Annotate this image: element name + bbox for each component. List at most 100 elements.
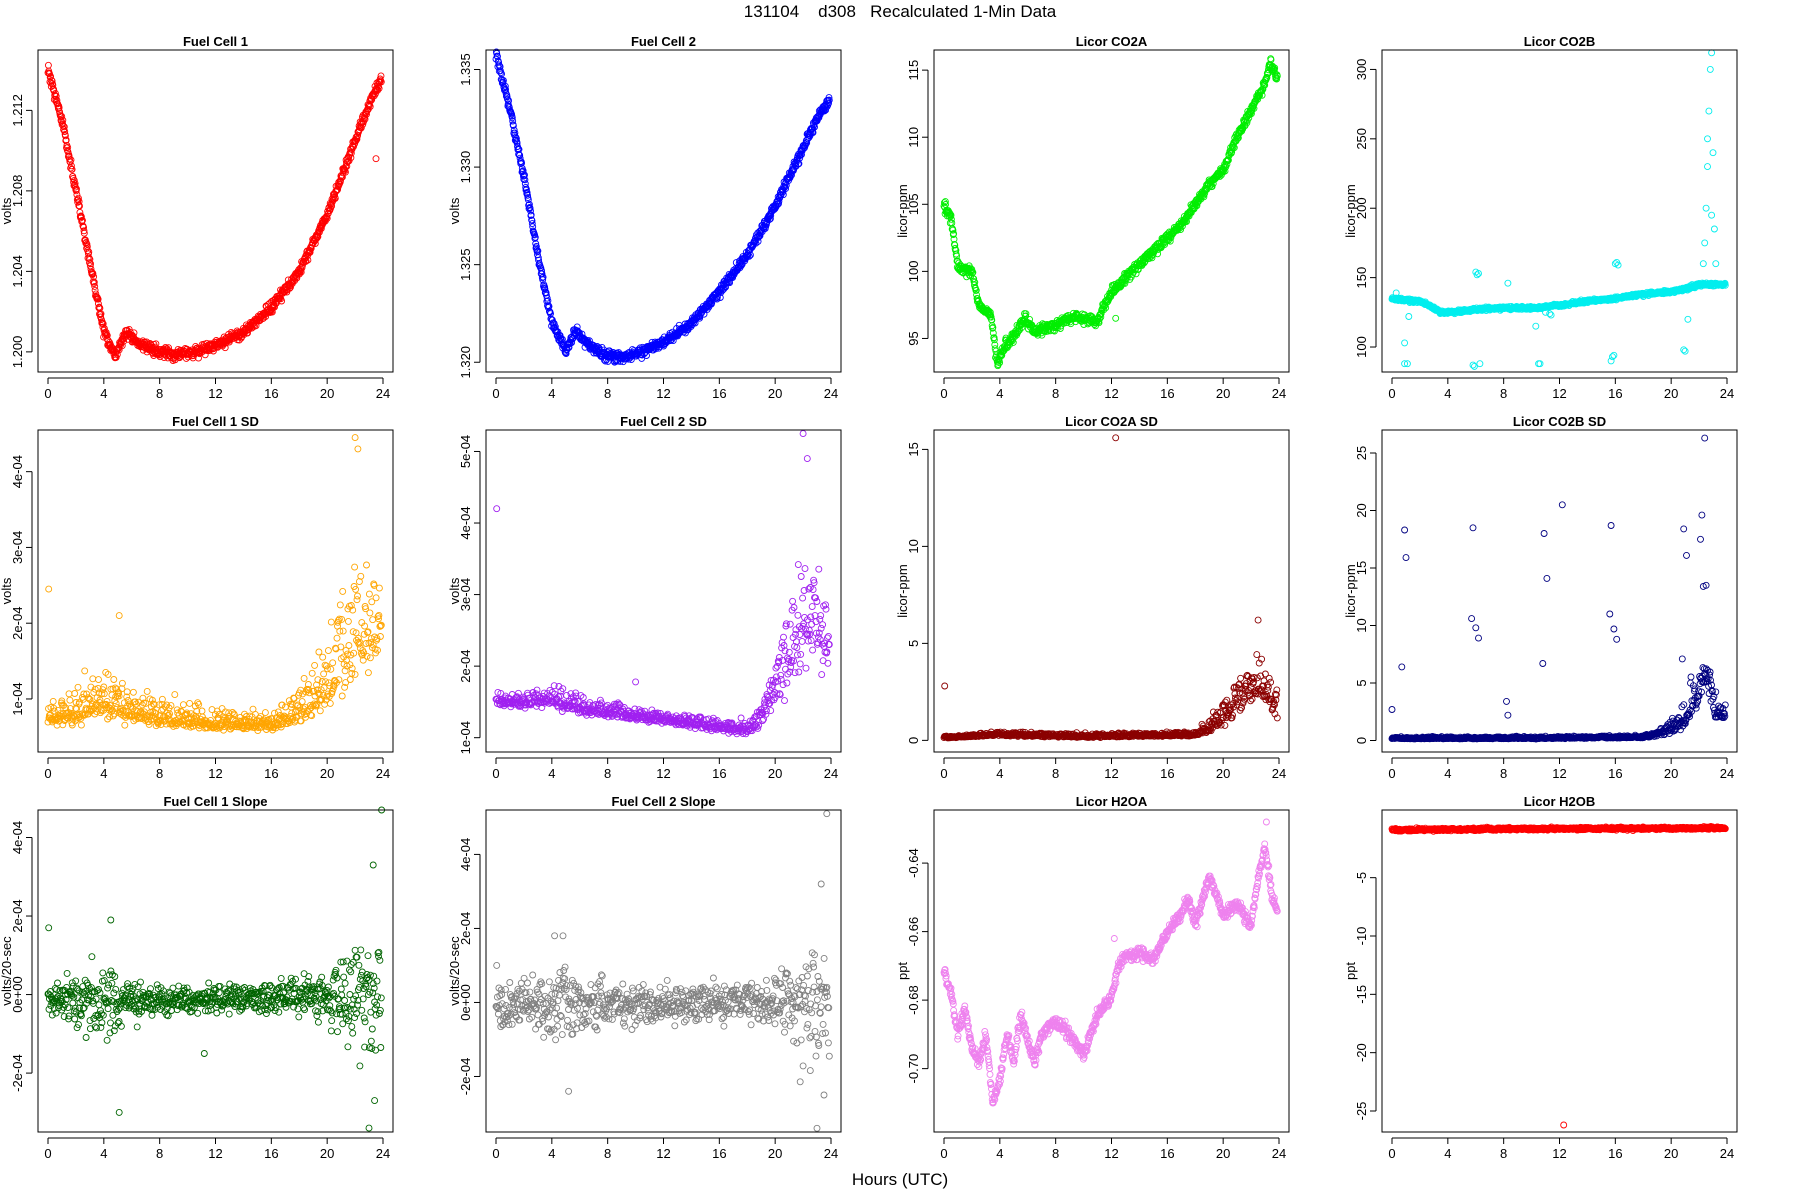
fuel-cell-1-frame — [37, 49, 394, 373]
licor-co2a-x-tick-label: 16 — [1160, 386, 1174, 401]
fuel-cell-1-point — [99, 320, 107, 328]
fuel-cell-1-point — [361, 115, 369, 123]
fuel-cell-1-sd-point — [333, 634, 341, 642]
fuel-cell-1-point — [74, 198, 82, 206]
licor-co2b-points — [1388, 49, 1729, 370]
fuel-cell-2-y-tick-label: 1.320 — [458, 346, 473, 379]
fuel-cell-2-x-tick-label: 0 — [492, 386, 499, 401]
fuel-cell-1-point — [87, 260, 95, 268]
fuel-cell-2-point — [519, 167, 527, 175]
licor-co2b-outlier-point — [1547, 311, 1555, 319]
fuel-cell-1-point — [331, 194, 339, 202]
fuel-cell-1-sd-point — [308, 669, 316, 677]
fuel-cell-2-point — [503, 93, 511, 101]
fuel-cell-2-x-tick-label: 20 — [768, 386, 782, 401]
fuel-cell-1-x-tick-label: 8 — [156, 386, 163, 401]
fuel-cell-1-sd-point — [366, 609, 374, 617]
fuel-cell-1-point — [306, 248, 314, 256]
fuel-cell-1-point — [61, 132, 69, 140]
licor-co2b-title: Licor CO2B — [1524, 34, 1596, 49]
fuel-cell-1-point — [74, 194, 82, 202]
fuel-cell-1-sd-point — [110, 676, 118, 683]
licor-co2a-y-tick-label: 100 — [906, 261, 921, 283]
licor-co2a-x-tick-label: 20 — [1216, 386, 1230, 401]
licor-co2b-outlier-point — [1535, 360, 1543, 368]
licor-co2a-y-tick-label: 105 — [906, 193, 921, 215]
fuel-cell-1-sd-point — [316, 707, 324, 715]
fuel-cell-1-sd-point — [121, 721, 129, 729]
licor-co2a-y-tick-label: 95 — [906, 331, 921, 345]
licor-co2b-x-tick-label: 24 — [1720, 386, 1734, 401]
fuel-cell-1-point — [221, 344, 229, 352]
fuel-cell-1-point — [69, 175, 77, 182]
fuel-cell-1-point — [61, 128, 69, 135]
fuel-cell-1-sd-point — [327, 618, 335, 626]
fuel-cell-1-sd-point — [129, 688, 137, 696]
fuel-cell-1-sd-point — [66, 696, 74, 704]
fuel-cell-1-sd-point — [372, 594, 380, 602]
fuel-cell-1-sd-x-tick-label: 24 — [376, 766, 390, 781]
fuel-cell-2-x-tick-label: 24 — [824, 386, 838, 401]
fuel-cell-1-sd-point — [261, 709, 269, 717]
licor-co2b-outlier-point — [1401, 339, 1409, 347]
fuel-cell-2-point — [509, 122, 517, 130]
fuel-cell-1-point — [80, 227, 88, 235]
fuel-cell-1-point — [71, 183, 79, 191]
fuel-cell-1-sd-ylabel: volts — [0, 577, 14, 604]
fuel-cell-1-sd-point — [65, 690, 73, 698]
fuel-cell-1-sd-point — [179, 701, 187, 709]
licor-co2b-outlier-point — [1607, 357, 1615, 365]
fuel-cell-2-x-tick-label: 12 — [656, 386, 670, 401]
fuel-cell-1-sd-point — [346, 676, 354, 683]
fuel-cell-1-point — [95, 303, 103, 311]
fuel-cell-1-point — [90, 278, 98, 286]
fuel-cell-1-point — [347, 154, 355, 162]
fuel-cell-1-point — [297, 268, 305, 276]
fuel-cell-2-x-tick-label: 4 — [548, 386, 555, 401]
fuel-cell-1-sd-point — [324, 647, 332, 655]
fuel-cell-1-sd-point — [364, 669, 372, 677]
licor-co2a-x-tick-label: 8 — [1052, 386, 1059, 401]
fuel-cell-1-x-tick-label: 0 — [44, 386, 51, 401]
fuel-cell-1-point — [68, 165, 76, 173]
fuel-cell-2-y-tick-label: 1.325 — [458, 248, 473, 281]
fuel-cell-1-point — [83, 240, 91, 248]
licor-co2b-y-tick-label: 200 — [1354, 197, 1369, 219]
licor-co2b-outlier-point — [1704, 163, 1711, 171]
licor-co2b-outlier-point — [1684, 315, 1692, 323]
fuel-cell-1-sd-point — [143, 687, 151, 695]
licor-co2a-x-tick-label: 12 — [1104, 386, 1118, 401]
fuel-cell-2-point — [515, 150, 523, 158]
fuel-cell-1-sd-point — [300, 674, 308, 682]
fuel-cell-1-y-tick-label: 1.208 — [10, 175, 25, 208]
fuel-cell-1-sd-point — [274, 708, 282, 716]
licor-co2b-outlier-point — [1610, 351, 1618, 359]
fuel-cell-1-point — [58, 113, 66, 120]
licor-co2b-x-tick-label: 0 — [1388, 386, 1395, 401]
licor-co2b-outlier-point — [1476, 360, 1484, 368]
fuel-cell-1-y-tick-label: 1.212 — [10, 94, 25, 127]
fuel-cell-1-sd-point — [319, 653, 327, 661]
fuel-cell-1-point — [377, 77, 385, 85]
fuel-cell-1-sd-point — [365, 590, 373, 598]
fuel-cell-1-point — [112, 353, 120, 361]
licor-co2b-outlier-point — [1705, 107, 1713, 115]
fuel-cell-1-sd-points — [44, 434, 385, 735]
fuel-cell-1-sd-x-tick-label: 4 — [100, 766, 107, 781]
licor-co2b-outlier-point — [1712, 260, 1720, 268]
fuel-cell-1-x-tick-label: 16 — [264, 386, 278, 401]
fuel-cell-1-sd-x-tick-label: 0 — [44, 766, 51, 781]
fuel-cell-1-point — [70, 176, 78, 184]
fuel-cell-1-point — [48, 77, 56, 85]
licor-co2b-x-tick-label: 20 — [1664, 386, 1678, 401]
fuel-cell-2-frame — [485, 49, 842, 373]
licor-co2b-outlier-point — [1701, 239, 1709, 247]
fuel-cell-1-point — [304, 256, 312, 264]
licor-co2b-outlier-point — [1609, 353, 1616, 361]
fuel-cell-2-point — [510, 126, 518, 134]
fuel-cell-1-sd-point — [71, 690, 79, 697]
